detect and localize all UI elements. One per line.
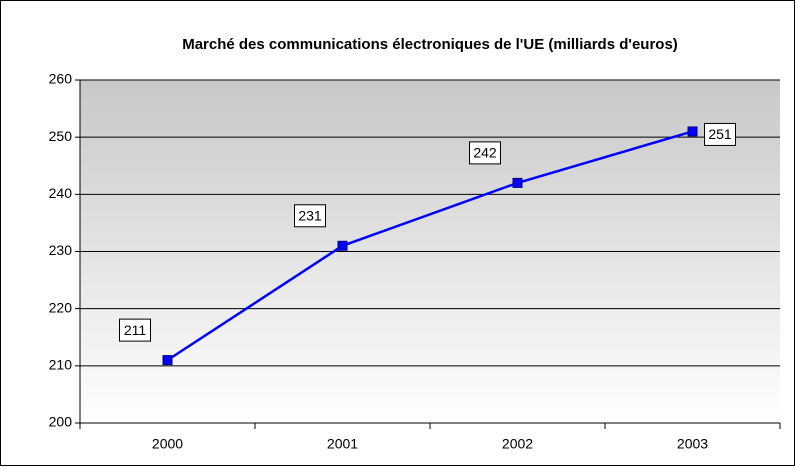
y-tick-label: 250	[49, 128, 73, 144]
data-label-box	[294, 204, 326, 228]
data-label-box	[469, 141, 501, 165]
data-label: 211	[124, 322, 147, 338]
marker	[687, 126, 698, 137]
data-label: 231	[298, 207, 322, 223]
x-tick-label: 2000	[152, 436, 183, 452]
line	[166, 130, 693, 362]
data-label-box	[704, 122, 736, 146]
x-tick-label: 2003	[677, 436, 708, 452]
data-label: 251	[708, 126, 732, 142]
y-tick-label: 260	[49, 71, 73, 87]
y-tick-label: 210	[49, 357, 73, 373]
y-tick-label: 200	[49, 414, 73, 430]
y-tick-label: 240	[49, 185, 73, 201]
data-label: 242	[473, 145, 497, 161]
marker	[512, 177, 523, 188]
x-tick-label: 2002	[502, 436, 533, 452]
marker	[162, 355, 173, 366]
y-tick-label: 220	[49, 299, 73, 315]
marker	[337, 240, 348, 251]
data-label-box	[119, 318, 151, 342]
y-tick-label: 230	[49, 242, 73, 258]
x-tick-label: 2001	[327, 436, 358, 452]
chart-title: Marché des communications électroniques …	[182, 36, 678, 53]
